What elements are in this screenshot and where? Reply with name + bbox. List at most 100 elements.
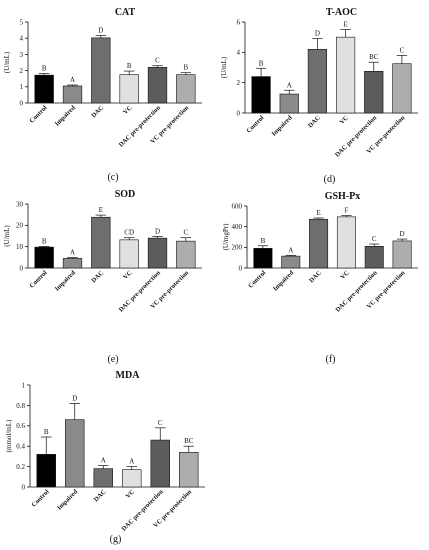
y-tick-label: 400	[232, 223, 243, 231]
chart-panel-gsh-px: GSH-Px 0 200 400 600 (U/mgPr) B Control A Impaire…	[222, 191, 418, 365]
category-label: Control	[30, 488, 50, 508]
significance-letter: E	[99, 206, 103, 214]
category-label: VC	[125, 488, 137, 500]
category-label: Impaired	[272, 269, 296, 293]
significance-letter: D	[400, 230, 405, 238]
bar-dac	[91, 37, 111, 104]
y-tick-label: 0	[237, 109, 241, 117]
y-tick-label: 0	[22, 483, 26, 491]
bar-control	[34, 74, 54, 104]
bar-dac-pre-protection	[147, 237, 168, 269]
category-label: Impaired	[270, 114, 294, 138]
significance-letter: C	[372, 235, 377, 243]
y-tick-label: 4	[237, 49, 241, 57]
significance-letter: B	[44, 428, 49, 436]
y-axis-label: (U/mL)	[220, 56, 228, 78]
bar-impaired	[62, 258, 83, 269]
bar-impaired	[65, 419, 85, 488]
significance-letter: C	[183, 229, 188, 237]
category-label: Impaired	[56, 488, 80, 512]
category-label: DAC	[307, 114, 322, 129]
y-tick-label: 0.6	[16, 422, 25, 430]
bar-vc-pre-protection	[392, 240, 412, 269]
panel-label: (d)	[324, 174, 336, 185]
y-tick-label: 5	[20, 18, 24, 26]
y-tick-label: 1	[20, 83, 24, 91]
chart-panel-cat: CAT 0 1 2 3 4 5 (U/mL) B Control A Impaired D DAC B VC C…	[3, 7, 202, 183]
y-tick-label: 0.8	[16, 402, 25, 410]
significance-letter: BC	[369, 53, 379, 61]
y-tick-label: 0.2	[16, 463, 25, 471]
chart-panel-mda: MDA 0 0.2 0.4 0.6 0.8 1 (mmol/mL) B Control D Impai…	[5, 370, 205, 545]
category-label: DAC	[308, 269, 323, 284]
significance-letter: B	[183, 64, 188, 72]
category-label: VC	[338, 114, 350, 126]
category-label: VC	[122, 104, 134, 116]
y-tick-label: 0	[239, 264, 243, 272]
category-label: Control	[245, 114, 265, 134]
bar-dac-pre-protection	[150, 439, 170, 488]
bar-dac	[93, 468, 113, 488]
category-label: Control	[28, 104, 48, 124]
significance-letter: D	[155, 227, 160, 235]
chart-title: CAT	[115, 7, 136, 18]
y-tick-label: 20	[16, 222, 24, 230]
y-tick-label: 30	[16, 200, 24, 208]
significance-letter: D	[72, 394, 77, 402]
bar-vc-pre-protection	[176, 240, 196, 269]
chart-title: T-AOC	[326, 7, 357, 18]
y-tick-label: 1	[22, 381, 26, 389]
significance-letter: B	[42, 65, 47, 73]
significance-letter: A	[287, 81, 292, 89]
significance-letter: A	[288, 246, 293, 254]
bar-vc	[119, 74, 139, 104]
bar-dac	[307, 48, 328, 114]
significance-letter: C	[158, 419, 163, 427]
y-tick-label: 2	[237, 79, 241, 87]
panel-label: (g)	[110, 534, 122, 545]
y-tick-label: 10	[16, 243, 24, 251]
category-label: Impaired	[54, 269, 78, 293]
significance-letter: C	[400, 46, 405, 54]
panel-label: (c)	[107, 172, 118, 183]
category-label: Control	[28, 269, 48, 289]
bar-control	[34, 246, 54, 269]
category-label: Impaired	[54, 104, 78, 128]
significance-letter: C	[155, 57, 160, 65]
y-tick-label: 4	[20, 35, 24, 43]
bar-vc-pre-protection	[176, 74, 196, 104]
y-axis-label: (U/mgPr)	[222, 223, 230, 251]
significance-letter: D	[315, 30, 320, 38]
bar-control	[251, 76, 271, 114]
significance-letter: A	[70, 249, 75, 257]
category-label: DAC	[93, 488, 108, 503]
significance-letter: CD	[124, 229, 134, 237]
category-label: VC	[339, 269, 351, 281]
significance-letter: B	[259, 59, 264, 67]
bar-dac-pre-protection	[147, 67, 168, 104]
bar-vc	[336, 216, 356, 269]
y-tick-label: 0	[20, 264, 24, 272]
y-axis-label: (mmol/mL)	[5, 419, 13, 452]
significance-letter: B	[127, 62, 132, 70]
y-tick-label: 2	[20, 67, 24, 75]
significance-letter: E	[316, 209, 320, 217]
bar-vc-pre-protection	[179, 452, 199, 488]
chart-title: SOD	[115, 189, 136, 200]
bar-control	[36, 454, 56, 488]
significance-letter: BC	[184, 437, 194, 445]
significance-letter: F	[344, 207, 348, 215]
bar-dac-pre-protection	[364, 246, 384, 269]
bar-impaired	[279, 93, 299, 114]
bar-vc	[122, 469, 142, 488]
significance-letter: A	[129, 458, 134, 466]
y-tick-label: 6	[237, 18, 241, 26]
category-label: DAC	[90, 104, 105, 119]
category-label: VC	[122, 269, 134, 281]
y-tick-label: 600	[232, 202, 243, 210]
bar-impaired	[62, 85, 83, 104]
bar-vc-pre-protection	[392, 63, 412, 114]
panel-label: (e)	[107, 354, 118, 365]
